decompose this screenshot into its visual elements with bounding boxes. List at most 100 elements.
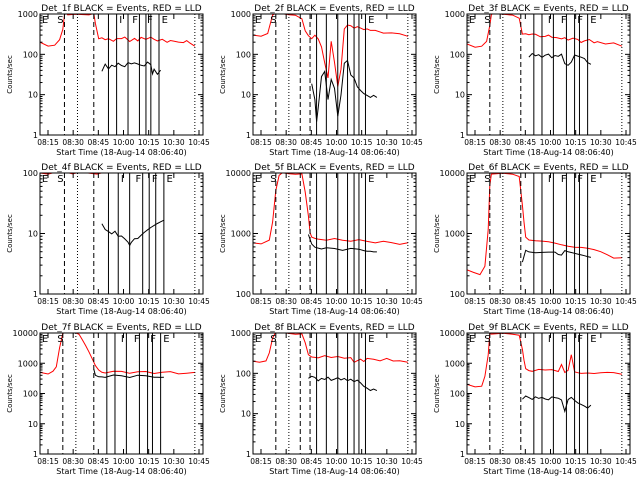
interval-label: E bbox=[590, 334, 596, 345]
x-tick-label: 10:15 bbox=[351, 457, 373, 466]
y-tick-label: 10 bbox=[28, 91, 38, 100]
interval-label: F bbox=[132, 15, 138, 26]
x-tick-label: 10:15 bbox=[138, 138, 160, 147]
y-tick-label: 10 bbox=[28, 420, 38, 429]
interval-label: I bbox=[548, 174, 551, 185]
lld-series-line bbox=[253, 333, 408, 363]
y-tick-label: 10 bbox=[241, 91, 251, 100]
y-axis-label: Counts/sec bbox=[6, 214, 14, 253]
y-tick-label: 100 bbox=[450, 390, 465, 399]
y-tick-label: 100 bbox=[236, 369, 251, 378]
y-tick-label: 1 bbox=[33, 450, 38, 459]
y-tick-label: 100 bbox=[23, 169, 38, 178]
x-axis-label: Start Time (18-Aug-14 08:06:40) bbox=[483, 148, 614, 157]
x-tick-label: 10:30 bbox=[163, 297, 185, 306]
events-series-line bbox=[308, 375, 378, 392]
y-tick-label: 1 bbox=[246, 131, 251, 140]
y-tick-label: 100 bbox=[23, 50, 38, 59]
y-tick-label: 100 bbox=[450, 50, 465, 59]
panel-title: Det_4f BLACK = Events, RED = LLD bbox=[41, 163, 201, 173]
interval-label: E bbox=[255, 174, 261, 185]
y-tick-label: 1 bbox=[246, 450, 251, 459]
panel-title: Det_3f BLACK = Events, RED = LLD bbox=[468, 4, 628, 14]
x-tick-label: 10:30 bbox=[163, 457, 185, 466]
x-tick-label: 10:45 bbox=[401, 457, 423, 466]
panel-title: Det_7f BLACK = Events, RED = LLD bbox=[41, 323, 201, 333]
y-tick-label: 100 bbox=[236, 290, 251, 299]
panel-title: Det_8f BLACK = Events, RED = LLD bbox=[254, 323, 414, 333]
x-tick-label: 10:00 bbox=[113, 297, 135, 306]
x-tick-label: 08:45 bbox=[301, 138, 323, 147]
x-tick-label: 08:15 bbox=[37, 297, 59, 306]
x-tick-label: 10:45 bbox=[188, 457, 210, 466]
interval-label: F bbox=[561, 334, 567, 345]
x-tick-label: 08:45 bbox=[88, 457, 110, 466]
y-tick-label: 10 bbox=[241, 410, 251, 419]
interval-label: S bbox=[270, 334, 276, 345]
x-axis-label: Start Time (18-Aug-14 08:06:40) bbox=[483, 467, 614, 476]
interval-label: F bbox=[152, 174, 158, 185]
y-axis-label: Counts/sec bbox=[433, 55, 441, 94]
lld-series-line bbox=[467, 333, 622, 388]
x-tick-label: 10:00 bbox=[540, 457, 562, 466]
x-tick-label: 08:45 bbox=[515, 297, 537, 306]
panel-title: Det_1f BLACK = Events, RED = LLD bbox=[41, 4, 201, 14]
interval-label: S bbox=[484, 15, 490, 26]
y-tick-label: 1 bbox=[460, 450, 465, 459]
x-tick-label: 10:30 bbox=[590, 457, 612, 466]
y-tick-label: 1 bbox=[33, 131, 38, 140]
x-tick-label: 10:15 bbox=[138, 297, 160, 306]
lld-series-line bbox=[40, 14, 196, 47]
x-tick-label: 10:45 bbox=[401, 297, 423, 306]
x-tick-label: 08:45 bbox=[515, 457, 537, 466]
interval-label: F bbox=[134, 334, 140, 345]
x-tick-label: 10:00 bbox=[326, 297, 348, 306]
interval-label: E bbox=[42, 334, 48, 345]
x-axis-label: Start Time (18-Aug-14 08:06:40) bbox=[269, 148, 400, 157]
x-tick-label: 10:45 bbox=[615, 297, 637, 306]
plot-frame bbox=[252, 332, 417, 455]
x-tick-label: 08:30 bbox=[275, 297, 297, 306]
y-tick-label: 1 bbox=[33, 290, 38, 299]
y-tick-label: 10 bbox=[455, 420, 465, 429]
events-series-line bbox=[101, 61, 161, 76]
x-tick-label: 10:30 bbox=[376, 457, 398, 466]
x-tick-label: 10:15 bbox=[138, 457, 160, 466]
panel-title: Det_6f BLACK = Events, RED = LLD bbox=[468, 163, 628, 173]
interval-label: F bbox=[150, 334, 156, 345]
x-tick-label: 10:00 bbox=[113, 138, 135, 147]
interval-label: F bbox=[136, 174, 142, 185]
x-tick-label: 08:30 bbox=[489, 457, 511, 466]
x-tick-label: 10:00 bbox=[326, 138, 348, 147]
y-axis-label: Counts/sec bbox=[433, 374, 441, 413]
x-tick-label: 08:15 bbox=[464, 297, 486, 306]
y-tick-label: 1000 bbox=[231, 329, 251, 338]
interval-label: I bbox=[119, 15, 122, 26]
x-tick-label: 10:00 bbox=[540, 138, 562, 147]
series-group bbox=[40, 14, 196, 76]
x-tick-label: 08:30 bbox=[62, 297, 84, 306]
plot-frame bbox=[252, 172, 417, 295]
plot-frame bbox=[466, 332, 631, 455]
y-tick-label: 100 bbox=[236, 50, 251, 59]
x-tick-label: 10:30 bbox=[376, 297, 398, 306]
x-tick-label: 10:15 bbox=[565, 297, 587, 306]
interval-label: E bbox=[368, 174, 374, 185]
events-series-line bbox=[522, 395, 592, 414]
x-axis-label: Start Time (18-Aug-14 08:06:40) bbox=[56, 307, 187, 316]
interval-label: S bbox=[484, 334, 490, 345]
y-axis-label: Counts/sec bbox=[6, 55, 14, 94]
interval-label: S bbox=[57, 334, 63, 345]
x-axis-label: Start Time (18-Aug-14 08:06:40) bbox=[56, 467, 187, 476]
x-tick-label: 10:30 bbox=[590, 297, 612, 306]
x-tick-label: 08:15 bbox=[37, 138, 59, 147]
x-tick-label: 08:30 bbox=[275, 138, 297, 147]
series-group bbox=[40, 333, 195, 379]
panel-title: Det_5f BLACK = Events, RED = LLD bbox=[254, 163, 414, 173]
panel-title: Det_2f BLACK = Events, RED = LLD bbox=[254, 4, 414, 14]
series-group bbox=[467, 173, 622, 276]
